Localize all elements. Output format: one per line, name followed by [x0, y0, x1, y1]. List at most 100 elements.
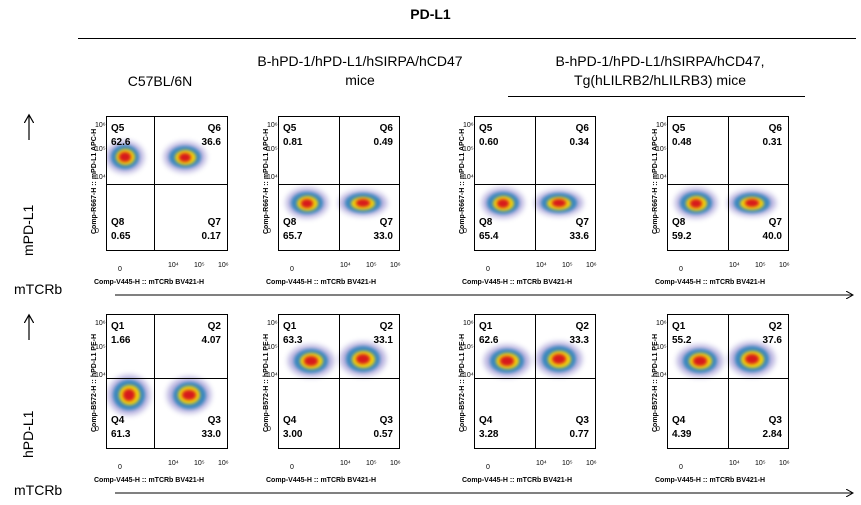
quadrant-name-3: Q3 [575, 415, 589, 426]
cluster-right-layer-3 [178, 152, 192, 162]
cluster-left-layer-3 [693, 356, 707, 366]
y-tick-3: 0 [95, 426, 99, 433]
quadrant-name-3: Q3 [379, 415, 393, 426]
quadrant-name-0: Q5 [479, 123, 493, 134]
y-tick-1: 10⁵ [267, 344, 278, 351]
x-tick-1: 10⁴ [340, 460, 351, 467]
x-axis-label: Comp-V445-H :: mTCRb BV421-H [462, 279, 573, 286]
x-axis-label: Comp-V445-H :: mTCRb BV421-H [266, 279, 377, 286]
cluster-left-layer-3 [500, 356, 514, 366]
x-tick-3: 10⁶ [390, 262, 401, 269]
x-axis-label: Comp-V445-H :: mTCRb BV421-H [266, 477, 377, 484]
quadrant-hline [475, 378, 595, 379]
quadrant-percent-2: 65.4 [479, 231, 499, 242]
quadrant-name-2: Q8 [111, 217, 125, 228]
y-tick-1: 10⁵ [463, 344, 474, 351]
quadrant-name-2: Q4 [672, 415, 686, 426]
quadrant-percent-1: 0.34 [569, 137, 589, 148]
quadrant-name-1: Q6 [379, 123, 393, 134]
quadrant-hline [279, 184, 399, 185]
quadrant-percent-2: 3.28 [479, 429, 499, 440]
x-tick-0: 0 [118, 266, 122, 273]
quadrant-vline [339, 117, 340, 250]
y-tick-3: 0 [656, 426, 660, 433]
quadrant-name-1: Q2 [575, 321, 589, 332]
quadrant-percent-1: 36.6 [201, 137, 221, 148]
quadrant-hline [668, 378, 788, 379]
quadrant-percent-0: 62.6 [111, 137, 131, 148]
flow-plot-r2-c1: Q1 1.66 Q2 4.07 Q4 61.3 Q3 33.0 [106, 314, 228, 449]
x-axis-label: Comp-V445-H :: mTCRb BV421-H [655, 477, 766, 484]
y-tick-2: 10⁴ [463, 372, 474, 379]
x-tick-1: 10⁴ [729, 262, 740, 269]
y-tick-2: 10⁴ [267, 174, 278, 181]
quadrant-percent-3: 0.77 [569, 429, 589, 440]
quadrant-name-1: Q2 [207, 321, 221, 332]
quadrant-percent-0: 63.3 [283, 335, 303, 346]
quadrant-vline [154, 117, 155, 250]
cluster-left-layer-3 [122, 389, 136, 401]
quadrant-percent-3: 0.57 [373, 429, 393, 440]
flow-plot-r2-c4: Q1 55.2 Q2 37.6 Q4 4.39 Q3 2.84 [667, 314, 789, 449]
quadrant-percent-1: 33.1 [373, 335, 393, 346]
x-tick-0: 0 [679, 266, 683, 273]
quadrant-percent-1: 33.3 [569, 335, 589, 346]
y-tick-0: 10⁶ [267, 122, 278, 129]
quadrant-name-2: Q4 [111, 415, 125, 426]
cluster-right-layer-3 [355, 199, 371, 207]
quadrant-name-3: Q7 [379, 217, 393, 228]
flow-plot-r2-c2: Q1 63.3 Q2 33.1 Q4 3.00 Q3 0.57 [278, 314, 400, 449]
x-tick-1: 10⁴ [536, 460, 547, 467]
x-axis-label: Comp-V445-H :: mTCRb BV421-H [94, 477, 205, 484]
quadrant-hline [107, 184, 227, 185]
quadrant-name-1: Q6 [768, 123, 782, 134]
flow-plot-r1-c2: Q5 0.81 Q6 0.49 Q8 65.7 Q7 33.0 [278, 116, 400, 251]
quadrant-name-2: Q4 [479, 415, 493, 426]
y-tick-1: 10⁵ [463, 146, 474, 153]
y-tick-1: 10⁵ [656, 146, 667, 153]
y-tick-3: 0 [267, 426, 271, 433]
cluster-right-layer-3 [356, 353, 370, 365]
x-tick-0: 0 [486, 266, 490, 273]
flow-plot-r1-c3: Q5 0.60 Q6 0.34 Q8 65.4 Q7 33.6 [474, 116, 596, 251]
quadrant-hline [279, 378, 399, 379]
quadrant-percent-2: 59.2 [672, 231, 692, 242]
quadrant-name-3: Q3 [768, 415, 782, 426]
quadrant-percent-3: 2.84 [762, 429, 782, 440]
y-tick-0: 10⁶ [463, 122, 474, 129]
x-tick-0: 0 [290, 266, 294, 273]
cluster-left-layer-3 [304, 356, 318, 366]
x-tick-2: 10⁵ [562, 262, 573, 269]
quadrant-percent-1: 37.6 [762, 335, 782, 346]
quadrant-percent-3: 0.17 [201, 231, 221, 242]
quadrant-name-3: Q7 [768, 217, 782, 228]
x-tick-0: 0 [486, 464, 490, 471]
quadrant-name-3: Q3 [207, 415, 221, 426]
x-tick-1: 10⁴ [168, 262, 179, 269]
quadrant-percent-1: 0.31 [762, 137, 782, 148]
x-tick-3: 10⁶ [779, 262, 790, 269]
y-tick-2: 10⁴ [95, 174, 106, 181]
quadrant-name-1: Q2 [379, 321, 393, 332]
quadrant-percent-2: 4.39 [672, 429, 692, 440]
cluster-left-layer-3 [689, 198, 703, 208]
flow-plot-r1-c4: Q5 0.48 Q6 0.31 Q8 59.2 Q7 40.0 [667, 116, 789, 251]
y-tick-3: 0 [95, 228, 99, 235]
x-tick-3: 10⁶ [586, 262, 597, 269]
y-tick-1: 10⁵ [267, 146, 278, 153]
quadrant-percent-0: 55.2 [672, 335, 692, 346]
quadrant-hline [475, 184, 595, 185]
cluster-left-layer-3 [300, 198, 314, 208]
quadrant-vline [728, 117, 729, 250]
y-tick-0: 10⁶ [463, 320, 474, 327]
x-tick-2: 10⁵ [562, 460, 573, 467]
x-tick-0: 0 [118, 464, 122, 471]
y-tick-3: 0 [656, 228, 660, 235]
quadrant-vline [339, 315, 340, 448]
quadrant-name-0: Q1 [283, 321, 297, 332]
quadrant-name-0: Q5 [111, 123, 125, 134]
quadrant-vline [154, 315, 155, 448]
x-tick-3: 10⁶ [218, 460, 229, 467]
column-header-hpd1-text: B-hPD-1/hPD-L1/hSIRPA/hCD47 mice [257, 53, 463, 88]
quadrant-name-1: Q6 [207, 123, 221, 134]
